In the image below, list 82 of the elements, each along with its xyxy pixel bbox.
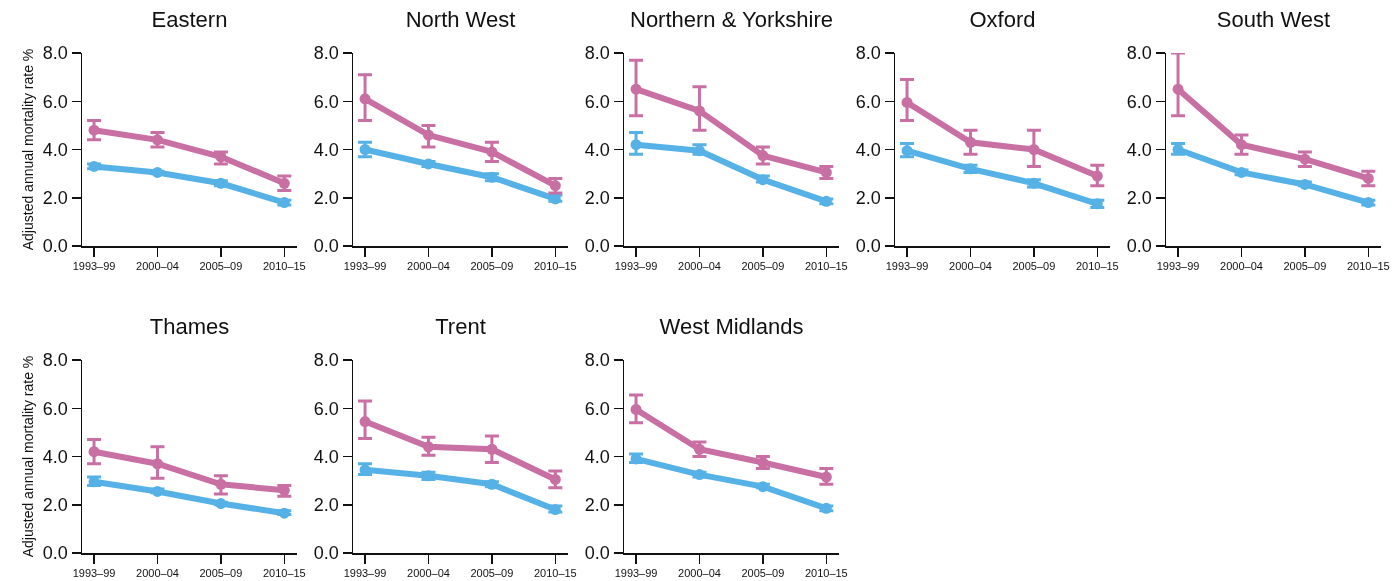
y-tick-label: 4.0	[584, 446, 610, 467]
y-tick-label: 6.0	[1126, 91, 1152, 112]
y-tick-label: 0.0	[584, 543, 610, 564]
y-tick-label: 8.0	[313, 43, 339, 64]
x-tick-label: 2005–09	[470, 259, 514, 272]
y-tick-label: 6.0	[584, 91, 610, 112]
x-tick-label: 2010–15	[262, 566, 306, 579]
y-tick-label: 2.0	[313, 495, 339, 516]
y-tick-label: 4.0	[42, 446, 68, 467]
y-tick-label: 8.0	[584, 43, 610, 64]
x-tick-label: 2010–15	[804, 566, 848, 579]
y-tick-label: 8.0	[855, 43, 881, 64]
x-tick-label: 2000–04	[678, 259, 721, 272]
x-tick-label: 2005–09	[470, 566, 514, 579]
chart-title: North West	[405, 6, 516, 32]
y-axis-title: Adjusted annual mortality rate %	[19, 48, 36, 251]
chart-title: South West	[1216, 6, 1331, 32]
x-tick-label: 2010–15	[533, 566, 577, 579]
chart-title: Eastern	[151, 6, 228, 32]
chart-title: Northern & Yorkshire	[630, 6, 833, 32]
y-tick-label: 2.0	[42, 188, 68, 209]
x-tick-label: 1993–99	[343, 566, 387, 579]
chart-title: West Midlands	[659, 313, 804, 339]
x-tick-label: 2000–04	[407, 259, 450, 272]
y-tick-label: 0.0	[42, 543, 68, 564]
y-tick-label: 8.0	[1126, 43, 1152, 64]
y-tick-label: 0.0	[584, 236, 610, 257]
y-tick-label: 0.0	[855, 236, 881, 257]
y-tick-label: 8.0	[42, 350, 68, 371]
x-tick-label: 2000–04	[407, 566, 450, 579]
chart-title: Thames	[149, 313, 230, 339]
x-tick-label: 1993–99	[72, 259, 116, 272]
y-tick-label: 8.0	[42, 43, 68, 64]
y-tick-label: 4.0	[42, 139, 68, 160]
y-tick-label: 2.0	[42, 495, 68, 516]
x-tick-label: 2005–09	[199, 259, 243, 272]
y-tick-label: 8.0	[313, 350, 339, 371]
x-tick-label: 1993–99	[885, 259, 929, 272]
x-tick-label: 2010–15	[804, 259, 848, 272]
x-tick-label: 2005–09	[741, 259, 785, 272]
x-tick-label: 2005–09	[1012, 259, 1056, 272]
x-tick-label: 1993–99	[1156, 259, 1200, 272]
y-tick-label: 2.0	[313, 188, 339, 209]
x-tick-label: 2005–09	[1283, 259, 1327, 272]
y-tick-label: 4.0	[313, 446, 339, 467]
chart-title: Oxford	[969, 6, 1036, 32]
x-tick-label: 1993–99	[72, 566, 116, 579]
y-tick-label: 6.0	[313, 398, 339, 419]
y-tick-label: 2.0	[1126, 188, 1152, 209]
x-tick-label: 2010–15	[533, 259, 577, 272]
y-tick-label: 2.0	[584, 495, 610, 516]
y-tick-label: 6.0	[42, 398, 68, 419]
y-tick-label: 8.0	[584, 350, 610, 371]
x-tick-label: 2000–04	[136, 259, 179, 272]
y-tick-label: 0.0	[313, 543, 339, 564]
y-tick-label: 4.0	[1126, 139, 1152, 160]
chart-title: Trent	[435, 313, 486, 339]
x-tick-label: 2010–15	[262, 259, 306, 272]
y-tick-label: 6.0	[42, 91, 68, 112]
y-tick-label: 6.0	[313, 91, 339, 112]
y-tick-label: 4.0	[584, 139, 610, 160]
y-tick-label: 0.0	[1126, 236, 1152, 257]
y-tick-label: 6.0	[855, 91, 881, 112]
x-tick-label: 2000–04	[949, 259, 992, 272]
x-tick-label: 2010–15	[1346, 259, 1390, 272]
y-tick-label: 0.0	[42, 236, 68, 257]
x-tick-label: 2000–04	[1220, 259, 1263, 272]
x-tick-label: 1993–99	[343, 259, 387, 272]
x-tick-label: 1993–99	[614, 259, 658, 272]
y-tick-label: 2.0	[855, 188, 881, 209]
x-tick-label: 2005–09	[741, 566, 785, 579]
y-tick-label: 4.0	[313, 139, 339, 160]
y-tick-label: 2.0	[584, 188, 610, 209]
y-tick-label: 0.0	[313, 236, 339, 257]
x-tick-label: 2000–04	[136, 566, 179, 579]
x-tick-label: 2000–04	[678, 566, 721, 579]
y-axis-title: Adjusted annual mortality rate %	[19, 355, 36, 558]
x-tick-label: 2010–15	[1075, 259, 1119, 272]
y-tick-label: 6.0	[584, 398, 610, 419]
x-tick-label: 2005–09	[199, 566, 243, 579]
x-tick-label: 1993–99	[614, 566, 658, 579]
y-tick-label: 4.0	[855, 139, 881, 160]
